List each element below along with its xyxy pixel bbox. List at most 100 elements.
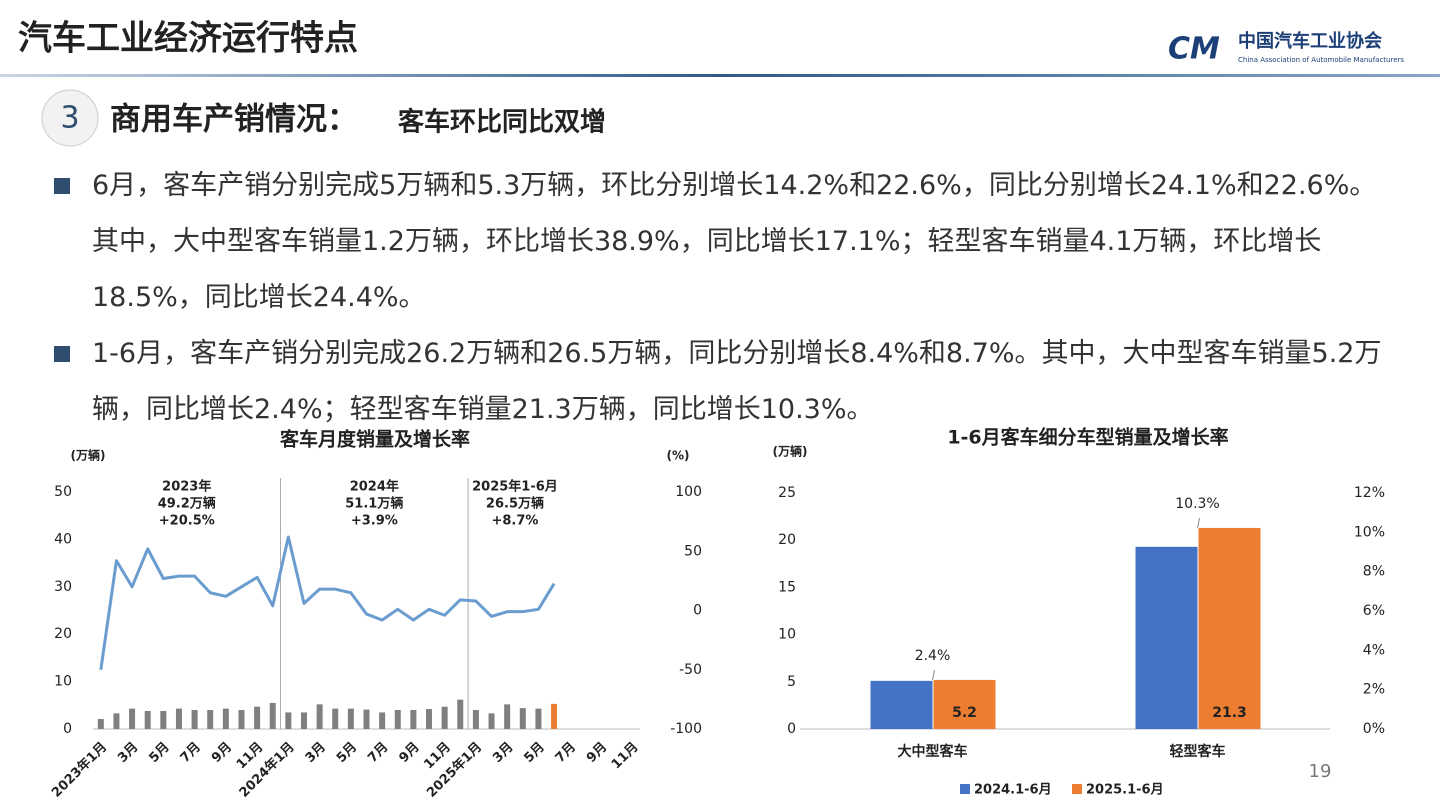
bar bbox=[222, 708, 229, 729]
y-tick-label: 10 bbox=[54, 674, 72, 690]
data-label: 21.3 bbox=[1212, 705, 1247, 721]
y2-tick-label: 12% bbox=[1354, 485, 1385, 501]
y2-tick-label: 2% bbox=[1363, 682, 1385, 698]
annotation: +8.7% bbox=[491, 514, 538, 529]
x-tick-label: 3月 bbox=[115, 740, 141, 766]
growth-line bbox=[99, 535, 556, 670]
x-tick-label: 9月 bbox=[209, 740, 235, 766]
legend-label: 2024.1-6月 bbox=[974, 783, 1052, 798]
x-tick-label: 9月 bbox=[396, 740, 422, 766]
bar bbox=[191, 710, 198, 729]
section-title: 商用车产销情况： bbox=[110, 102, 358, 138]
y-tick-label: 25 bbox=[778, 485, 796, 501]
y-tick-label: 5 bbox=[787, 674, 796, 690]
header-line bbox=[0, 74, 1440, 77]
annotation: 51.1万辆 bbox=[345, 496, 403, 512]
annotation: 2024年 bbox=[350, 479, 399, 495]
bar bbox=[1198, 527, 1261, 729]
y-tick-label: 20 bbox=[778, 532, 796, 548]
y-tick-label: 0 bbox=[63, 721, 72, 737]
bar bbox=[300, 712, 307, 729]
x-tick-label: 7月 bbox=[178, 740, 204, 766]
chart-title: 客车月度销量及增长率 bbox=[280, 428, 470, 451]
bullet-list: 6月，客车产销分别完成5万辆和5.3万辆，环比分别增长14.2%和22.6%，同… bbox=[54, 158, 1402, 438]
logo-name: 中国汽车工业协会 bbox=[1238, 30, 1382, 52]
x-tick-label: 3月 bbox=[303, 740, 329, 766]
data-label: 5.2 bbox=[952, 705, 977, 721]
bar bbox=[551, 703, 558, 729]
x-tick-label: 9月 bbox=[584, 740, 610, 766]
bar bbox=[285, 712, 292, 729]
y-tick-label: 30 bbox=[54, 579, 72, 595]
bar bbox=[1135, 546, 1198, 729]
bar bbox=[457, 699, 464, 729]
growth-label: 2.4% bbox=[915, 648, 951, 664]
legend-label: 2025.1-6月 bbox=[1086, 783, 1164, 798]
bar bbox=[519, 708, 526, 729]
growth-leader bbox=[932, 669, 935, 681]
x-tick-label: 3月 bbox=[490, 740, 516, 766]
y2-tick-label: 10% bbox=[1354, 524, 1385, 540]
x-tick-label: 2023年1月 bbox=[48, 739, 110, 801]
y2-tick-label: 50 bbox=[684, 543, 702, 559]
bar bbox=[113, 713, 120, 729]
logo-subtitle: China Association of Automobile Manufact… bbox=[1238, 56, 1404, 64]
annotation: 26.5万辆 bbox=[486, 496, 544, 512]
bar bbox=[129, 708, 136, 729]
bar bbox=[363, 709, 370, 729]
y2-tick-label: 6% bbox=[1363, 603, 1385, 619]
bar bbox=[410, 710, 417, 729]
bar bbox=[332, 708, 339, 729]
bar bbox=[144, 710, 151, 729]
y2-axis-label: (%) bbox=[667, 449, 690, 463]
bar bbox=[238, 710, 245, 729]
bar bbox=[488, 713, 495, 729]
bar bbox=[426, 709, 433, 729]
x-tick-label: 5月 bbox=[146, 740, 172, 766]
bar bbox=[347, 708, 354, 729]
y-tick-label: 15 bbox=[778, 579, 796, 595]
bar bbox=[870, 680, 933, 729]
annotation: 2025年1-6月 bbox=[472, 479, 558, 495]
section-badge bbox=[41, 89, 99, 147]
y-tick-label: 40 bbox=[54, 531, 72, 547]
y2-tick-label: -100 bbox=[670, 721, 702, 737]
annotation: 49.2万辆 bbox=[158, 496, 216, 512]
annotation: +3.9% bbox=[351, 514, 398, 529]
section-number: 3 bbox=[60, 101, 79, 136]
bar bbox=[269, 702, 276, 729]
legend-swatch bbox=[1072, 784, 1082, 794]
y-tick-label: 10 bbox=[778, 627, 796, 643]
bar bbox=[175, 708, 182, 729]
x-tick-label: 7月 bbox=[365, 740, 391, 766]
y2-tick-label: 0% bbox=[1363, 721, 1385, 737]
y2-tick-label: 4% bbox=[1363, 642, 1385, 658]
x-tick-label: 大中型客车 bbox=[898, 743, 968, 760]
bar bbox=[535, 708, 542, 729]
page-number: 19 bbox=[1309, 761, 1332, 782]
x-tick-label: 5月 bbox=[334, 740, 360, 766]
bullet: 6月，客车产销分别完成5万辆和5.3万辆，环比分别增长14.2%和22.6%，同… bbox=[54, 158, 1402, 326]
y-axis-label: (万辆) bbox=[71, 448, 106, 463]
y-tick-label: 0 bbox=[787, 721, 796, 737]
y-axis-label: (万辆) bbox=[773, 444, 808, 459]
header-title: 汽车工业经济运行特点 bbox=[18, 19, 358, 59]
growth-label: 10.3% bbox=[1175, 496, 1219, 512]
y2-tick-label: 8% bbox=[1363, 564, 1385, 580]
section-subtitle: 客车环比同比双增 bbox=[398, 107, 606, 138]
bar bbox=[394, 710, 401, 729]
bar bbox=[160, 710, 167, 729]
y-tick-label: 20 bbox=[54, 626, 72, 642]
legend-swatch bbox=[960, 784, 970, 794]
logo-mark: CM bbox=[1168, 32, 1220, 67]
bar bbox=[933, 679, 996, 729]
x-tick-label: 11月 bbox=[609, 740, 642, 773]
bar bbox=[97, 719, 104, 729]
growth-leader bbox=[1197, 517, 1200, 529]
bar bbox=[254, 706, 261, 729]
y-tick-label: 50 bbox=[54, 484, 72, 500]
bullet: 1-6月，客车产销分别完成26.2万辆和26.5万辆，同比分别增长8.4%和8.… bbox=[54, 326, 1402, 438]
y2-tick-label: 0 bbox=[693, 603, 702, 619]
